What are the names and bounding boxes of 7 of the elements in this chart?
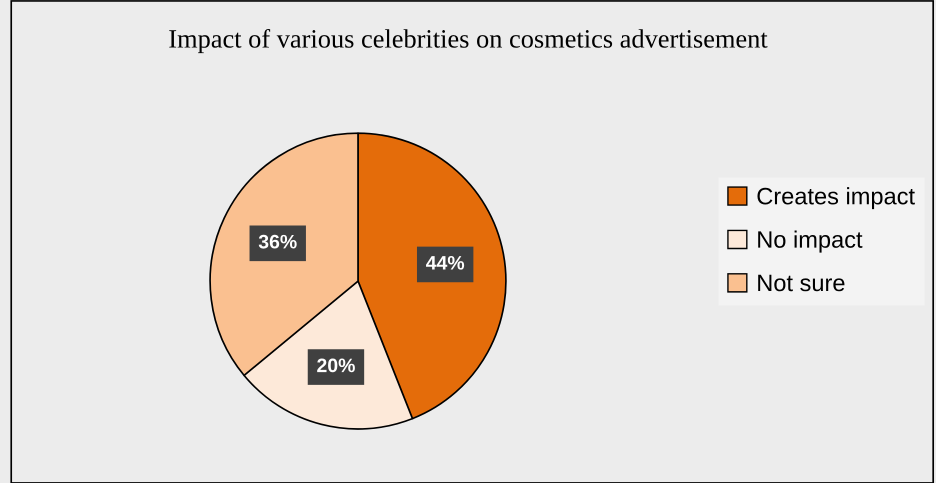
legend-label: Creates impact xyxy=(757,187,915,210)
legend-label: No impact xyxy=(758,230,862,253)
data-label: 36% xyxy=(258,234,297,249)
data-label: 44% xyxy=(426,256,464,270)
chart-title: Impact of various celebrities on cosmetics advertisement xyxy=(169,28,768,54)
legend-label: Not sure xyxy=(758,274,844,292)
data-label: 20% xyxy=(317,358,355,372)
